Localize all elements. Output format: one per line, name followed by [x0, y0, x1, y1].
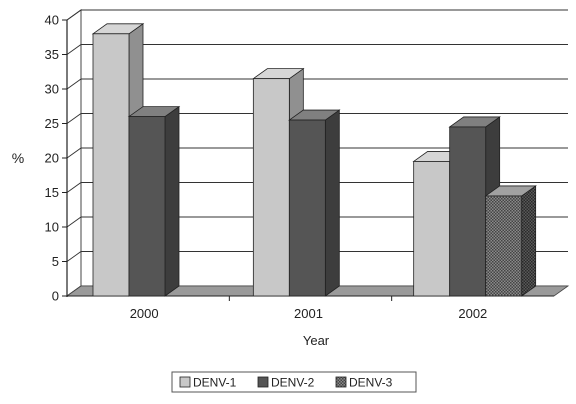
gridline [66, 182, 568, 193]
legend-swatch [179, 376, 191, 388]
gridline [66, 113, 568, 124]
bar-front [252, 78, 290, 297]
legend-swatch [335, 376, 347, 388]
gridline [66, 9, 568, 21]
y-tick-label: 30 [45, 82, 59, 97]
legend-item-DENV-2: DENV-2 [257, 376, 315, 390]
axis-labels: % Year [12, 150, 330, 348]
bar-front [485, 195, 523, 297]
x-tick-label: 2002 [458, 306, 487, 321]
y-tick-label: 0 [52, 289, 59, 304]
axes: 0 5 10 15 20 25 30 35 40 2000 2001 2002 [45, 13, 554, 321]
y-tick-label: 35 [45, 47, 59, 62]
y-tick-label: 10 [45, 220, 59, 235]
y-tick-label: 5 [52, 254, 59, 269]
bar-front [288, 119, 326, 297]
x-tick-label: 2000 [130, 306, 159, 321]
bar-side [521, 185, 537, 297]
legend-item-DENV-1: DENV-1 [179, 376, 237, 390]
bar-DENV-3-2002 [484, 185, 537, 297]
bar-DENV-2-2000 [127, 105, 181, 297]
bar-DENV-2-2001 [288, 109, 341, 297]
bar-front [128, 116, 166, 297]
y-tick-label: 25 [45, 116, 59, 131]
x-axis-label: Year [303, 333, 330, 348]
legend-label: DENV-2 [271, 376, 315, 390]
legend-box [171, 371, 417, 393]
y-tick-label: 20 [45, 151, 59, 166]
gridline [66, 44, 568, 55]
legend-item-DENV-3: DENV-3 [335, 376, 393, 390]
y-tick-label: 15 [45, 185, 59, 200]
bar-side [164, 105, 180, 297]
bar-front [449, 126, 487, 297]
y-axis-label: % [12, 150, 24, 166]
bar-side [324, 109, 340, 297]
legend: DENV-1 DENV-2 DENV-3 [171, 371, 417, 393]
x-tick-label: 2001 [294, 306, 323, 321]
bar-front [413, 161, 451, 297]
bars [91, 23, 537, 297]
bar-front [92, 33, 130, 297]
gridline [66, 78, 568, 90]
gridline [66, 147, 568, 159]
gridline [66, 251, 568, 262]
legend-swatch [257, 376, 269, 388]
legend-label: DENV-1 [193, 376, 237, 390]
gridline [66, 216, 568, 228]
y-tick-label: 40 [45, 13, 59, 28]
legend-label: DENV-3 [349, 376, 393, 390]
